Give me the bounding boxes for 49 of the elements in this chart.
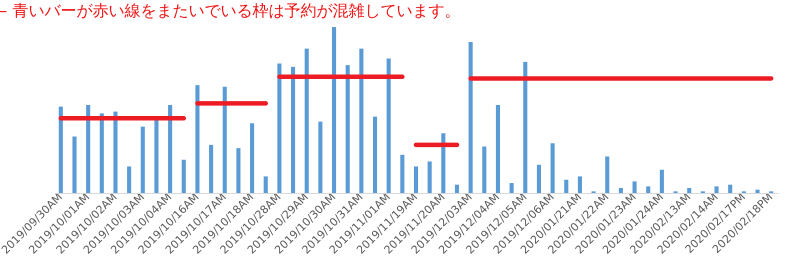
bar xyxy=(127,166,132,193)
bar xyxy=(100,113,104,193)
bar xyxy=(496,105,500,193)
bar xyxy=(386,58,391,193)
bar xyxy=(168,105,172,193)
bar xyxy=(605,156,610,193)
bar xyxy=(632,181,637,193)
bar xyxy=(536,164,541,193)
bar xyxy=(154,120,158,193)
chart-title: – 青いバーが赤い線をまたいでいる枠は予約が混雑しています。 xyxy=(0,1,460,20)
bar xyxy=(182,160,186,193)
bar xyxy=(482,146,486,193)
bar xyxy=(72,136,77,193)
bar xyxy=(346,65,350,193)
bar xyxy=(646,186,650,193)
bar xyxy=(523,62,528,193)
bar xyxy=(277,64,282,193)
bar xyxy=(113,112,118,193)
bar xyxy=(332,27,336,193)
bar xyxy=(304,48,309,193)
bar xyxy=(318,122,322,193)
bar xyxy=(264,176,268,193)
bar xyxy=(372,116,378,193)
bar xyxy=(209,144,214,193)
bar xyxy=(222,86,227,193)
bar xyxy=(359,48,364,193)
bar xyxy=(714,186,719,193)
bar xyxy=(618,188,623,193)
bar xyxy=(468,42,473,193)
bar xyxy=(755,190,760,193)
bar xyxy=(428,161,432,193)
bar xyxy=(660,170,664,193)
bar xyxy=(728,184,732,193)
bar xyxy=(250,123,254,193)
bar xyxy=(400,154,404,193)
bar xyxy=(291,66,296,193)
bar xyxy=(578,176,582,193)
bar xyxy=(454,184,460,193)
bar xyxy=(414,166,418,193)
bar xyxy=(58,106,63,193)
bar xyxy=(441,133,446,193)
bar xyxy=(550,143,555,193)
bar xyxy=(140,126,145,193)
bar xyxy=(510,183,514,193)
bar xyxy=(195,85,200,193)
bar xyxy=(687,188,692,193)
bar xyxy=(236,148,240,193)
bar xyxy=(564,180,568,193)
bar xyxy=(86,105,90,193)
